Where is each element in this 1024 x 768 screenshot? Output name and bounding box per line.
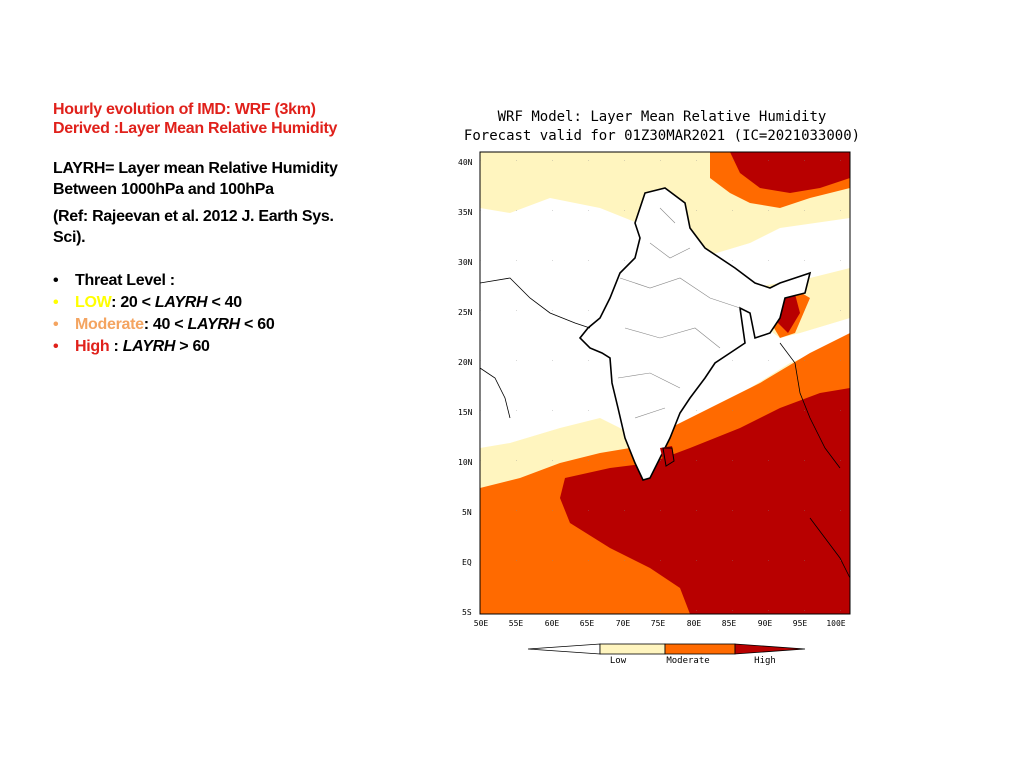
threat-level-list: • Threat Level : • LOW: 20 < LAYRH < 40 • M…: [53, 270, 383, 358]
lon-label: 85E: [722, 619, 737, 628]
lon-label: 95E: [793, 619, 808, 628]
sumatra-coastline: [809, 517, 850, 579]
level-var: LAYRH: [122, 338, 176, 355]
map-title-line-1: WRF Model: Layer Mean Relative Humidity: [497, 109, 827, 125]
lat-label: 5N: [462, 508, 472, 517]
india-outline: [578, 187, 812, 481]
definition-line-2: Between 1000hPa and 100hPa: [53, 181, 274, 198]
level-sep: :: [111, 294, 121, 311]
lon-label: 50E: [474, 619, 489, 628]
lat-label: 15N: [458, 408, 473, 417]
lat-label: 30N: [458, 258, 473, 267]
reference: (Ref: Rajeevan et al. 2012 J. Earth Sys.…: [53, 206, 383, 248]
map-frame: [479, 151, 851, 615]
text-panel: Hourly evolution of IMD: WRF (3km) Deriv…: [53, 100, 383, 374]
level-name: Moderate: [75, 316, 144, 333]
lat-label: 40N: [458, 158, 473, 167]
level-name: High: [75, 338, 110, 355]
african-coastline: [480, 367, 511, 419]
lat-label: 5S: [462, 608, 472, 617]
level-range-b: < 40: [207, 294, 242, 311]
legend-label-high: High: [754, 656, 776, 666]
level-var: LAYRH: [154, 294, 208, 311]
myanmar-coastline: [779, 342, 841, 469]
lon-label: 80E: [687, 619, 702, 628]
colorbar-high-segment: [734, 643, 806, 655]
lon-label: 65E: [580, 619, 595, 628]
threat-heading: Threat Level :: [75, 272, 175, 289]
lon-label: 90E: [758, 619, 773, 628]
threat-heading-item: • Threat Level :: [53, 272, 175, 289]
reference-line-1: (Ref: Rajeevan et al. 2012 J. Earth Sys.: [53, 208, 334, 225]
legend-label-low: Low: [610, 656, 627, 666]
latitude-labels: 40N 35N 30N 25N 20N 15N 10N 5N EQ 5S: [458, 158, 473, 617]
lon-label: 70E: [616, 619, 631, 628]
arabian-coastline: [480, 277, 591, 329]
threat-level-low: • LOW: 20 < LAYRH < 40: [53, 294, 242, 311]
title-line-1: Hourly evolution of IMD: WRF (3km): [53, 101, 316, 118]
level-sep: :: [143, 316, 153, 333]
lon-label: 75E: [651, 619, 666, 628]
threat-level-moderate: • Moderate: 40 < LAYRH < 60: [53, 316, 275, 333]
lat-label: 20N: [458, 358, 473, 367]
title-line-2: Derived :Layer Mean Relative Humidity: [53, 120, 338, 137]
threat-level-high: • High : LAYRH > 60: [53, 338, 210, 355]
lat-label: EQ: [462, 558, 472, 567]
level-name: LOW: [75, 294, 112, 311]
colorbar-low-segment: [599, 643, 666, 655]
longitude-labels: 50E 55E 60E 65E 70E 75E 80E 85E 90E 95E …: [474, 619, 846, 628]
colorbar-legend: Low Moderate High: [527, 643, 806, 666]
level-range-b: < 60: [239, 316, 275, 333]
level-range-a: 40 <: [152, 316, 188, 333]
state-boundaries: [617, 207, 741, 419]
layrh-definition: LAYRH= Layer mean Relative Humidity Betw…: [53, 158, 383, 200]
map-plot-area: [480, 152, 850, 614]
lon-label: 55E: [509, 619, 524, 628]
definition-line-1: LAYRH= Layer mean Relative Humidity: [53, 160, 338, 177]
lat-label: 25N: [458, 308, 473, 317]
colorbar-moderate-segment: [664, 643, 736, 655]
map-title: WRF Model: Layer Mean Relative Humidity …: [462, 108, 862, 146]
level-range-b: > 60: [175, 338, 210, 355]
lon-label: 60E: [545, 619, 560, 628]
colorbar-dry-segment: [527, 643, 601, 655]
level-sep: :: [109, 338, 123, 355]
reference-line-2: Sci).: [53, 229, 86, 246]
sri-lanka-outline: [662, 447, 675, 467]
level-range-a: 20 <: [120, 294, 155, 311]
legend-label-moderate: Moderate: [666, 656, 709, 666]
lat-label: 10N: [458, 458, 473, 467]
map-title-line-2: Forecast valid for 01Z30MAR2021 (IC=2021…: [463, 128, 861, 144]
humidity-map: 40N 35N 30N 25N 20N 15N 10N 5N EQ 5S 50E…: [458, 151, 851, 666]
lon-label: 100E: [826, 619, 845, 628]
slide-title: Hourly evolution of IMD: WRF (3km) Deriv…: [53, 100, 383, 138]
lat-label: 35N: [458, 208, 473, 217]
level-var: LAYRH: [187, 316, 240, 333]
